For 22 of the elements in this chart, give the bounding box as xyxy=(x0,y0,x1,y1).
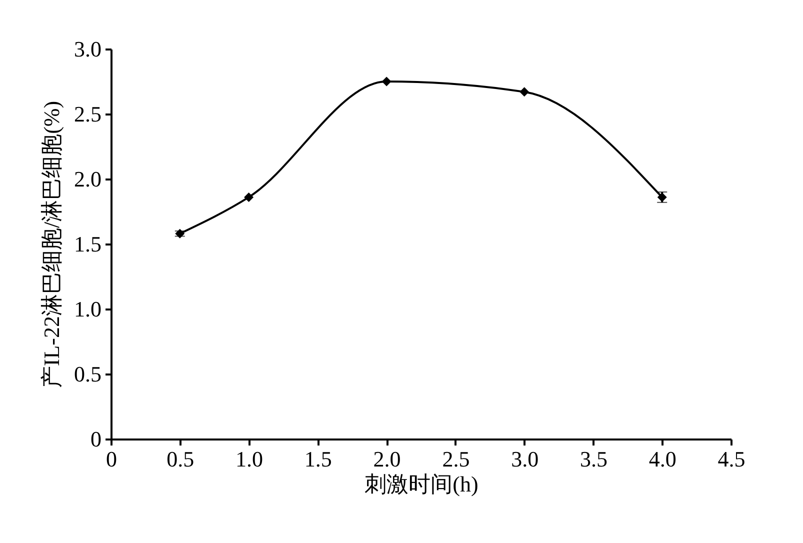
x-tick-label: 0.5 xyxy=(166,446,194,472)
x-tick-label: 4.5 xyxy=(718,446,746,472)
point xyxy=(244,192,254,202)
y-tick-label: 1.0 xyxy=(74,296,102,322)
y-axis-title: 产IL-22淋巴细胞/淋巴细胞(%) xyxy=(39,100,64,388)
x-tick-label: 2.0 xyxy=(373,446,401,472)
y-tick-label: 0.5 xyxy=(74,362,102,386)
point xyxy=(382,76,392,86)
y-tick-label: 3.0 xyxy=(74,36,102,62)
point xyxy=(520,87,530,97)
x-axis-title: 刺激时间(h) xyxy=(364,472,478,496)
y-tick-label: 1.5 xyxy=(74,232,102,256)
y-tick-label: 0 xyxy=(90,426,102,452)
y-tick-label: 2.5 xyxy=(74,102,102,126)
x-tick-label: 1.5 xyxy=(304,446,332,472)
x-tick-label: 1.0 xyxy=(236,446,264,472)
x-tick-label: 0 xyxy=(106,446,117,472)
x-tick-label: 2.5 xyxy=(442,446,470,472)
x-tick-label: 3.0 xyxy=(511,446,539,472)
x-tick-label: 4.0 xyxy=(648,446,676,472)
y-tick-label: 2.0 xyxy=(74,166,102,192)
x-tick-label: 3.5 xyxy=(580,446,608,472)
